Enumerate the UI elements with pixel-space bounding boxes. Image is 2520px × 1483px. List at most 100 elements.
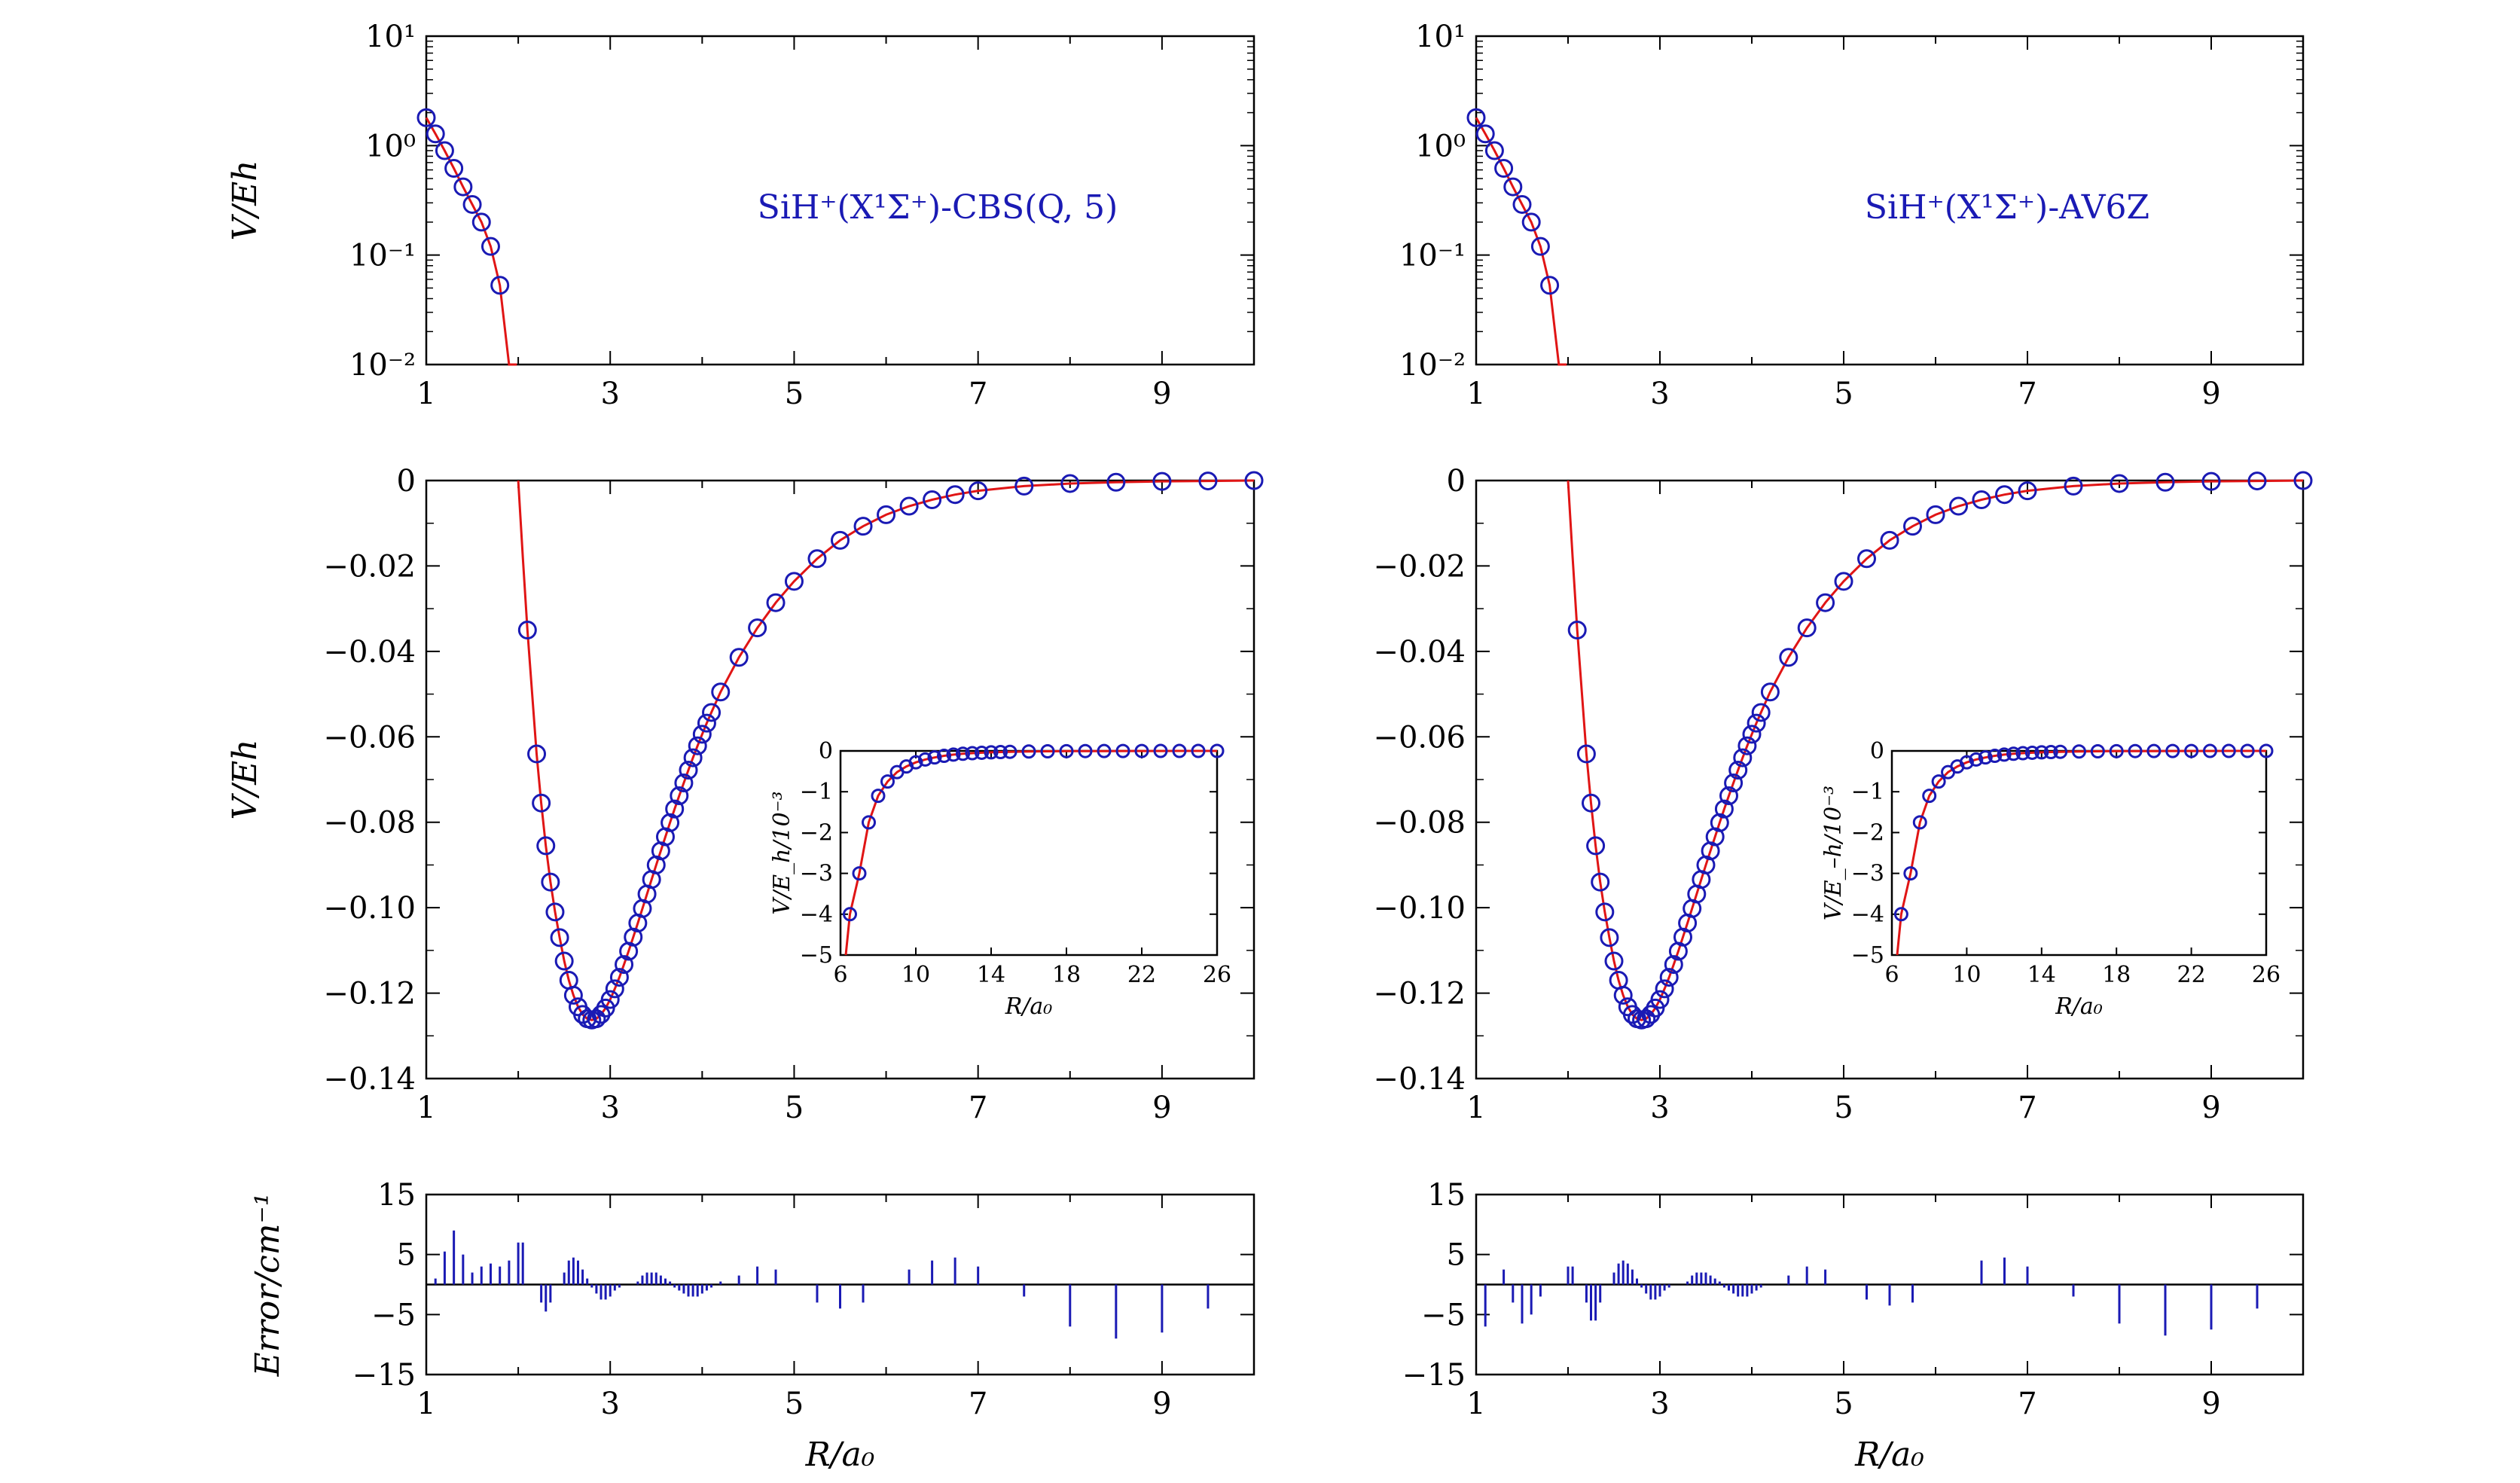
- inset-y-tick-label: −4: [1851, 902, 1884, 928]
- inset-y-tick-label: −3: [1851, 861, 1884, 887]
- y-tick-label: −15: [352, 1358, 416, 1393]
- y-tick-label: −0.10: [1373, 891, 1466, 926]
- mid-data-point: [1595, 902, 1615, 922]
- mid-data-point: [679, 761, 698, 780]
- y-tick-label: −0.12: [1373, 977, 1466, 1012]
- inset-chart: 6 10 14 18 22 26 0 −1 −2 −3 −4 −5 R/a₀ V/E_–h/10⁻³: [1820, 738, 2281, 1020]
- mid-data-point: [587, 1009, 606, 1029]
- mid-data-point: [541, 872, 560, 892]
- mid-data-point: [615, 955, 634, 975]
- mid-data-point: [969, 481, 988, 501]
- inset-data-point: [1153, 743, 1168, 758]
- mid-potential-curve: [517, 479, 1255, 1021]
- inset-y-tick-label: −2: [800, 819, 833, 846]
- top-data-point: [1466, 108, 1486, 127]
- panel-annotation: SiH⁺(X¹Σ⁺)-CBS(Q, 5): [758, 188, 1118, 227]
- inset-data-point: [1021, 744, 1036, 759]
- mid-data-point: [1622, 1005, 1642, 1024]
- x-tick-label: 1: [1466, 1387, 1485, 1421]
- inset-data-point: [2024, 745, 2039, 760]
- inset-data-point: [1903, 866, 1918, 881]
- inset-data-point: [1040, 743, 1055, 758]
- mid-data-point: [674, 774, 694, 793]
- inset-x-tick-label: 6: [1884, 962, 1899, 988]
- mid-data-point: [748, 618, 767, 638]
- y-tick-label: −0.02: [323, 549, 416, 584]
- inset-data-point: [1115, 743, 1130, 758]
- x-tick-label: 7: [969, 1091, 987, 1125]
- mid-data-point: [1600, 928, 1619, 947]
- error-y-axis-label: Error/cm⁻¹: [249, 1193, 287, 1378]
- inset-data-point: [1078, 743, 1093, 758]
- mid-data-point: [1751, 703, 1771, 722]
- inset-y-tick-label: −3: [800, 861, 833, 887]
- y-tick-label: −0.06: [1373, 720, 1466, 755]
- mid-data-point: [1760, 682, 1780, 702]
- x-tick-label: 3: [1650, 1387, 1669, 1421]
- inset-potential-curve: [1896, 749, 2266, 956]
- mid-data-point: [784, 572, 804, 591]
- mid-data-point: [1198, 471, 1218, 491]
- mid-data-point: [609, 968, 629, 987]
- x-tick-label: 1: [416, 377, 435, 411]
- mid-data-point: [1880, 530, 1899, 550]
- y-tick-label: −0.04: [323, 635, 416, 670]
- inset-data-point: [1931, 774, 1946, 789]
- mid-data-point: [1926, 505, 1945, 524]
- top-potential-curve: [425, 117, 517, 366]
- inset-y-tick-label: −5: [800, 942, 833, 969]
- top-data-point: [453, 177, 473, 197]
- y-tick-label: −0.04: [1373, 635, 1466, 670]
- x-tick-label: 5: [785, 377, 804, 411]
- mid-data-point: [536, 836, 556, 856]
- x-tick-label: 9: [2201, 1387, 2220, 1421]
- x-tick-label: 5: [785, 1091, 804, 1125]
- y-tick-label: 15: [377, 1178, 416, 1213]
- mid-data-point: [563, 985, 583, 1005]
- y-tick-label: −0.02: [1373, 549, 1466, 584]
- top-data-point: [426, 124, 445, 144]
- mid-data-point: [1714, 799, 1734, 819]
- x-tick-label: 3: [1650, 377, 1669, 411]
- mid-data-point: [1797, 618, 1817, 638]
- mid-data-point: [661, 813, 680, 832]
- y-tick-label: −15: [1402, 1358, 1466, 1393]
- mid-data-point: [1995, 485, 2014, 505]
- mid-data-point: [1650, 990, 1670, 1009]
- mid-data-point: [2247, 471, 2267, 491]
- x-tick-label: 7: [969, 1387, 987, 1421]
- y-tick-label: −0.14: [1373, 1062, 1466, 1097]
- top-data-point: [444, 159, 464, 179]
- inset-data-point: [1210, 743, 1225, 758]
- inset-x-tick-label: 22: [1127, 962, 1156, 988]
- inset-data-point: [908, 755, 923, 770]
- x-tick-label: 7: [2018, 377, 2036, 411]
- top-data-point: [1494, 159, 1514, 179]
- mid-data-point: [1737, 736, 1757, 755]
- mid-data-point: [711, 682, 731, 702]
- inset-data-point: [880, 774, 895, 789]
- y-tick-label: 10¹: [1415, 20, 1466, 54]
- inset-data-point: [2006, 746, 2021, 761]
- mid-data-point: [1659, 968, 1679, 987]
- mid-data-point: [1733, 748, 1753, 767]
- x-tick-label: 3: [1650, 1091, 1669, 1125]
- top-data-point: [1521, 212, 1541, 232]
- y-tick-label: −5: [371, 1298, 416, 1332]
- mid-data-point: [853, 517, 873, 536]
- mid-data-point: [692, 725, 712, 744]
- x-tick-label: 5: [1834, 1091, 1853, 1125]
- mid-data-point: [545, 902, 565, 922]
- inset-data-point: [2034, 745, 2049, 760]
- mid-data-point: [1710, 813, 1729, 832]
- inset-y-tick-label: −1: [1851, 779, 1884, 805]
- top-data-point: [1530, 236, 1550, 256]
- inset-data-point: [1893, 907, 1908, 922]
- x-tick-label: 7: [2018, 1387, 2036, 1421]
- right-panel-group: 1 3 5 7 9 10¹ 10⁰ 10⁻¹ 10⁻² SiH⁺(X¹Σ⁺)-AV6Z 1 3 5 7 9 0…: [1373, 20, 2313, 1474]
- inset-data-point: [2240, 743, 2255, 758]
- mid-data-point: [1637, 1009, 1656, 1029]
- mid-y-axis-label: V/Eh: [226, 739, 264, 819]
- inset-x-tick-label: 6: [833, 962, 847, 988]
- x-tick-label: 3: [600, 1091, 619, 1125]
